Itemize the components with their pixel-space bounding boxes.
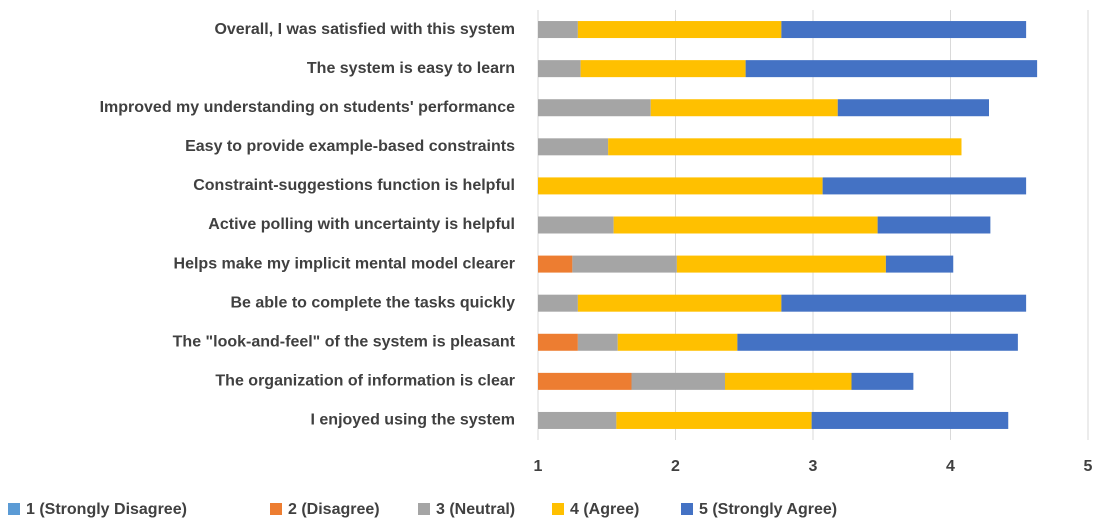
y-tick-label: Constraint-suggestions function is helpf… (193, 177, 515, 194)
bar-segment (737, 333, 1018, 351)
bar-segment (617, 333, 738, 351)
bar-segment (538, 99, 651, 117)
y-tick-label: Easy to provide example-based constraint… (185, 138, 515, 155)
bar-segment (538, 372, 632, 390)
y-tick-label: Helps make my implicit mental model clea… (174, 255, 515, 272)
legend-swatch (418, 503, 430, 515)
bar-segment (538, 60, 581, 78)
bar-segment (725, 372, 852, 390)
bar-segment (580, 60, 746, 78)
bar-segment (851, 372, 914, 390)
x-tick-label: 3 (809, 458, 818, 475)
bar-segment (781, 294, 1027, 312)
y-tick-label: The system is easy to learn (307, 60, 515, 77)
bar-segment (613, 216, 878, 234)
legend-swatch (681, 503, 693, 515)
bar-segment (631, 372, 725, 390)
bar-segment (745, 60, 1038, 78)
bar-segment (885, 255, 954, 273)
y-tick-label: The "look-and-feel" of the system is ple… (173, 333, 516, 350)
bar-segment (822, 177, 1027, 195)
legend-label: 4 (Agree) (570, 501, 639, 518)
bar-segment (538, 138, 609, 156)
bar-segment (538, 333, 578, 351)
bar-segment (538, 411, 617, 429)
y-tick-label: Overall, I was satisfied with this syste… (214, 21, 515, 38)
legend-label: 5 (Strongly Agree) (699, 501, 837, 518)
legend-label: 2 (Disagree) (288, 501, 380, 518)
bar-segment (616, 411, 812, 429)
bar-segment (877, 216, 991, 234)
bar-segment (608, 138, 962, 156)
bar-segment (577, 333, 618, 351)
bar-segment (538, 21, 578, 39)
legend-label: 1 (Strongly Disagree) (26, 501, 187, 518)
y-tick-label: The organization of information is clear (215, 373, 515, 390)
y-tick-label: Active polling with uncertainty is helpf… (208, 216, 515, 233)
bar-segment (538, 294, 578, 312)
y-tick-label: I enjoyed using the system (311, 412, 516, 429)
legend-swatch (552, 503, 564, 515)
bar-segment (538, 255, 573, 273)
legend-swatch (8, 503, 20, 515)
x-tick-label: 2 (671, 458, 680, 475)
x-tick-label: 5 (1084, 458, 1093, 475)
bar-segment (538, 177, 823, 195)
bar-segment (572, 255, 677, 273)
bar-segment (781, 21, 1027, 39)
legend-label: 3 (Neutral) (436, 501, 515, 518)
bar-segment (650, 99, 838, 117)
bar-segment (538, 216, 614, 234)
bar-segment (577, 294, 782, 312)
x-tick-label: 1 (534, 458, 543, 475)
bar-segment (837, 99, 989, 117)
y-tick-label: Be able to complete the tasks quickly (230, 294, 515, 311)
y-tick-label: Improved my understanding on students' p… (100, 99, 516, 116)
bar-segment (811, 411, 1009, 429)
bar-segment (577, 21, 782, 39)
x-tick-label: 4 (946, 458, 955, 475)
bar-segment (676, 255, 886, 273)
legend-swatch (270, 503, 282, 515)
